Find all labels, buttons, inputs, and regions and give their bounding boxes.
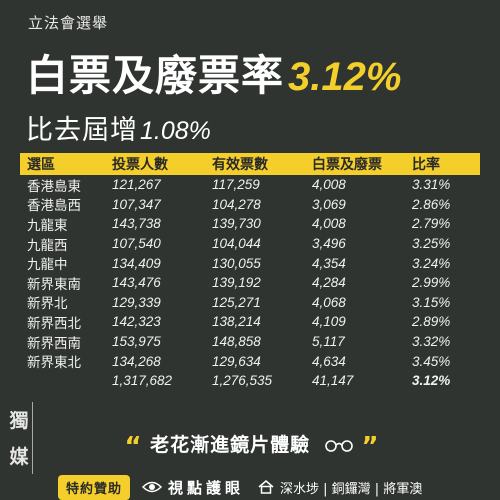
cell-blank-invalid: 4,008	[312, 177, 346, 193]
sponsor-footer: 特約贊助 視點護眼 深水埗 | 銅鑼灣 | 將軍澳	[0, 474, 500, 500]
cell-rate: 2.99%	[412, 275, 451, 291]
cell-valid-votes: 138,214	[212, 314, 261, 330]
cell-rate: 3.32%	[412, 334, 451, 350]
sponsor-brand[interactable]: 視點護眼	[168, 478, 245, 497]
table-row: 香港島西 107,347 104,278 3,069 2.86%	[20, 195, 480, 215]
cell-voters: 134,268	[112, 353, 161, 369]
house-icon	[258, 480, 274, 494]
logo-frame	[6, 402, 33, 474]
open-quote: “	[124, 432, 143, 462]
cell-voters: 142,323	[112, 314, 161, 330]
outlet-logo: 獨 媒	[6, 402, 33, 474]
headline: 白票及廢票率 3.12%	[26, 42, 401, 103]
cell-blank-invalid: 5,117	[312, 334, 345, 350]
subheadline: 比去屆增 1.08%	[26, 108, 211, 147]
cell-valid-votes: 130,055	[212, 255, 261, 271]
cell-valid-votes: 117,259	[212, 177, 260, 193]
cell-blank-invalid: 4,008	[312, 216, 346, 232]
cell-blank-invalid: 3,496	[312, 236, 346, 252]
cell-voters: 143,476	[112, 275, 161, 291]
cell-valid-votes: 125,271	[212, 294, 261, 310]
cell-valid-votes: 104,044	[212, 236, 261, 252]
cell-valid-votes: 139,730	[212, 216, 261, 232]
cell-voters: 153,975	[112, 334, 161, 350]
cell-voters: 134,409	[112, 255, 161, 271]
cell-district: 九龍中	[27, 257, 68, 274]
promo-text: 老花漸進鏡片體驗	[150, 434, 311, 456]
table-total-row: 1,317,682 1,276,535 41,147 3.12%	[20, 371, 480, 391]
headline-text: 白票及廢票率	[26, 51, 285, 100]
headline-percent: 3.12%	[288, 55, 402, 99]
cell-blank-invalid: 41,147	[312, 373, 354, 389]
cell-rate: 3.45%	[412, 353, 451, 369]
cell-rate: 3.25%	[412, 236, 451, 252]
cell-blank-invalid: 4,068	[312, 294, 346, 310]
header-rate: 比率	[412, 157, 440, 173]
header-district: 選區	[27, 157, 55, 173]
cell-blank-invalid: 4,354	[312, 255, 346, 271]
cell-district: 九龍東	[27, 217, 68, 234]
cell-district: 新界北	[27, 296, 68, 313]
cell-valid-votes: 1,276,535	[212, 373, 273, 389]
cell-rate: 3.15%	[412, 294, 451, 310]
table-header: 選區 投票人數 有效票數 白票及廢票 比率	[20, 153, 480, 175]
cell-voters: 107,347	[112, 196, 161, 212]
cell-district: 香港島西	[27, 198, 81, 215]
eye-icon	[142, 480, 163, 494]
cell-district: 新界西北	[27, 315, 81, 332]
cell-blank-invalid: 3,069	[312, 196, 346, 212]
cell-district: 九龍西	[27, 237, 68, 254]
cell-blank-invalid: 4,109	[312, 314, 346, 330]
table-row: 九龍西 107,540 104,044 3,496 3.25%	[20, 234, 480, 254]
results-table: 選區 投票人數 有效票數 白票及廢票 比率 香港島東 121,267 117,259…	[20, 153, 480, 391]
promo-banner[interactable]: “ 老花漸進鏡片體驗 ”	[92, 430, 412, 462]
subheadline-text: 比去屆增	[26, 115, 138, 146]
cell-district: 新界西南	[27, 335, 81, 352]
cell-valid-votes: 139,192	[212, 275, 261, 291]
cell-blank-invalid: 4,634	[312, 353, 346, 369]
close-quote: ”	[361, 432, 380, 462]
table-row: 九龍中 134,409 130,055 4,354 3.24%	[20, 253, 480, 274]
table-row: 新界北 129,339 125,271 4,068 3.15%	[20, 293, 480, 313]
sponsor-locations: 深水埗 | 銅鑼灣 | 將軍澳	[280, 481, 423, 497]
table-row: 新界西南 153,975 148,858 5,117 3.32%	[20, 332, 480, 352]
table-body: 香港島東 121,267 117,259 4,008 3.31% 香港島西 107,347 1…	[20, 175, 480, 391]
cell-blank-invalid: 4,284	[312, 275, 346, 291]
cell-valid-votes: 104,278	[212, 196, 261, 212]
logo-char-1: 獨	[9, 410, 29, 432]
kicker: 立法會選舉	[28, 14, 109, 32]
subheadline-value: 1.08%	[140, 117, 211, 145]
cell-rate: 3.31%	[412, 177, 451, 193]
cell-voters: 129,339	[112, 294, 161, 310]
cell-rate: 2.79%	[412, 216, 451, 232]
table-row: 新界東南 143,476 139,192 4,284 2.99%	[20, 273, 480, 293]
header-voters: 投票人數	[112, 157, 168, 173]
cell-district: 香港島東	[27, 178, 81, 195]
cell-district: 新界東北	[27, 355, 81, 372]
table-row: 新界西北 142,323 138,214 4,109 2.89%	[20, 312, 480, 332]
cell-valid-votes: 129,634	[212, 353, 261, 369]
cell-voters: 143,738	[112, 216, 161, 232]
cell-valid-votes: 148,858	[212, 334, 261, 350]
logo-char-2: 媒	[9, 446, 29, 468]
table-row: 九龍東 143,738 139,730 4,008 2.79%	[20, 214, 480, 234]
cell-voters: 1,317,682	[112, 373, 173, 389]
cell-district: 新界東南	[27, 276, 81, 293]
cell-rate: 3.12%	[412, 373, 451, 389]
cell-voters: 121,267	[112, 177, 161, 193]
table-row: 香港島東 121,267 117,259 4,008 3.31%	[20, 175, 480, 195]
header-blank-invalid: 白票及廢票	[312, 157, 382, 173]
header-valid: 有效票數	[212, 157, 268, 173]
cell-rate: 2.86%	[412, 196, 451, 212]
glasses-icon	[324, 435, 354, 457]
cell-voters: 107,540	[112, 236, 161, 252]
sponsor-badge: 特約贊助	[58, 474, 131, 500]
cell-rate: 3.24%	[412, 255, 451, 271]
cell-rate: 2.89%	[412, 314, 451, 330]
table-row: 新界東北 134,268 129,634 4,634 3.45%	[20, 351, 480, 372]
